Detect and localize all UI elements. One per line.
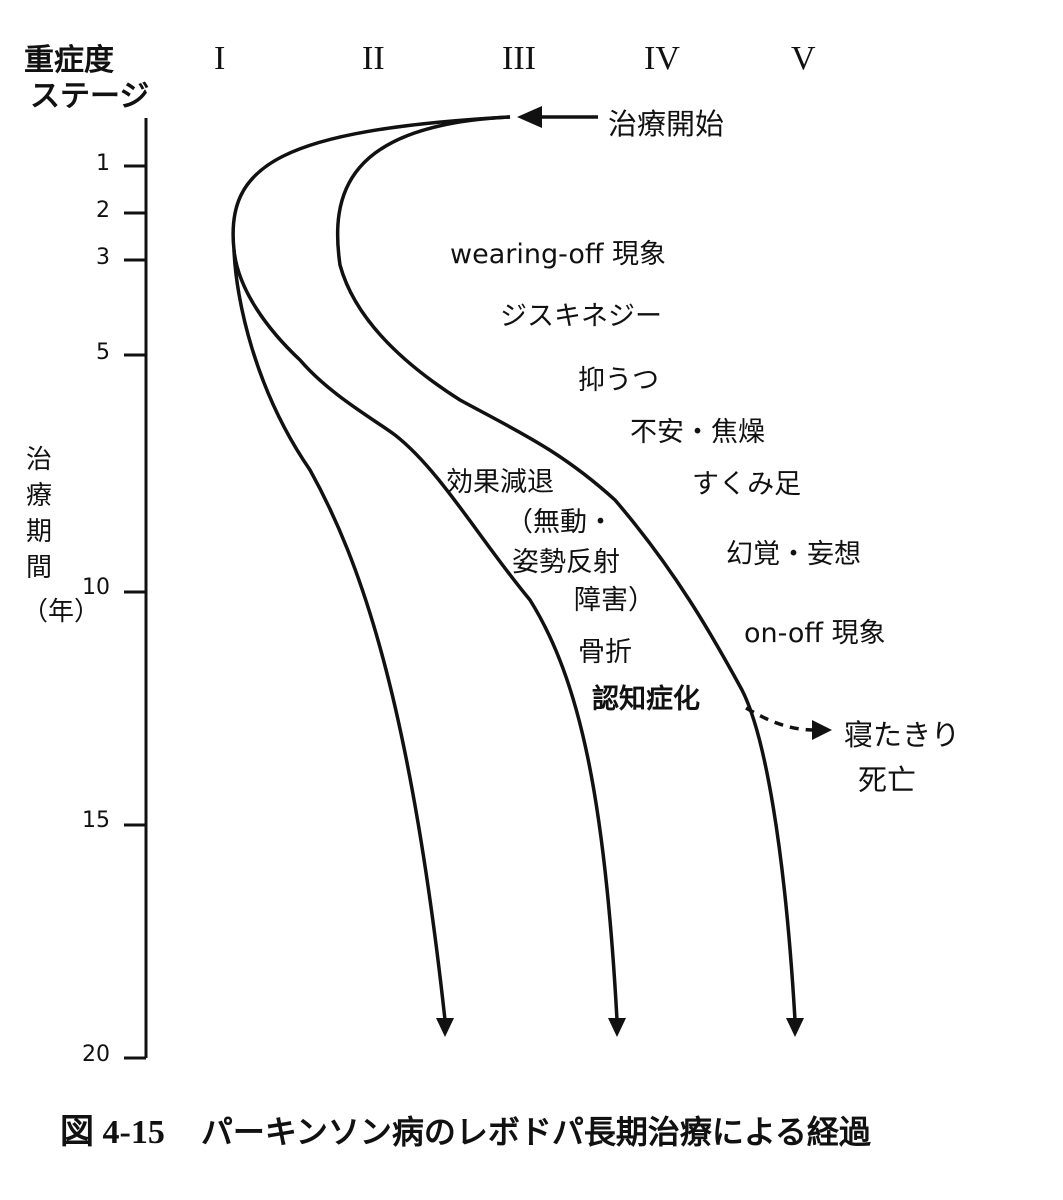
figure-title: パーキンソン病のレボドパ長期治療による経過 xyxy=(200,1113,871,1151)
effect-decline-line-3: 姿勢反射 xyxy=(512,547,620,578)
effect-decline-line-2: （無動・ xyxy=(506,507,614,538)
symptom-hallucination: 幻覚・妄想 xyxy=(726,539,861,570)
axis-label-char: 期 xyxy=(25,517,52,547)
outcome-death: 死亡 xyxy=(858,763,917,797)
symptom-dementia: 認知症化 xyxy=(592,684,700,715)
severity-label: 重症度 xyxy=(24,43,114,78)
symptom-on-off: on-off 現象 xyxy=(744,618,886,649)
right-dashed-arrow-icon xyxy=(812,720,832,740)
axis-label-char: 療 xyxy=(25,481,52,511)
treatment-start-label: 治療開始 xyxy=(608,107,725,141)
course-curve-left xyxy=(231,115,511,1021)
tick-label-10: 10 xyxy=(82,575,110,600)
symptom-fracture: 骨折 xyxy=(578,637,632,668)
down-arrow-icon xyxy=(786,1018,804,1037)
stage-1-header: I xyxy=(214,40,226,77)
tick-label-1: 1 xyxy=(96,151,110,176)
axis-label-char: 間 xyxy=(25,553,52,583)
stage-3-header: III xyxy=(502,40,536,77)
symptom-dyskinesia: ジスキネジー xyxy=(500,301,662,332)
stage-5-header: V xyxy=(791,40,816,77)
outcome-bedridden: 寝たきり xyxy=(844,718,961,752)
symptom-depression: 抑うつ xyxy=(578,365,659,396)
left-arrow-icon xyxy=(517,106,542,128)
outcome-dashed-line xyxy=(745,706,816,732)
figure-caption: 図 4-15 パーキンソン病のレボドパ長期治療による経過 xyxy=(60,1104,871,1153)
down-arrow-icon xyxy=(608,1018,626,1037)
axis-ticks xyxy=(124,164,146,1060)
stage-label: ステージ xyxy=(30,79,150,114)
course-curve-middle xyxy=(232,249,619,1021)
stage-4-header: IV xyxy=(644,40,680,77)
effect-decline-line-4: 障害） xyxy=(574,585,655,616)
tick-label-2: 2 xyxy=(96,198,110,223)
tick-label-5: 5 xyxy=(96,340,110,365)
tick-label-3: 3 xyxy=(96,245,110,270)
tick-label-20: 20 xyxy=(82,1042,110,1067)
tick-label-15: 15 xyxy=(82,808,110,833)
symptom-anxiety: 不安・焦燥 xyxy=(630,417,765,448)
axis-label-char: 治 xyxy=(25,445,52,475)
effect-decline-line-1: 効果減退 xyxy=(446,467,554,498)
down-arrow-icon xyxy=(436,1018,454,1037)
stage-2-header: II xyxy=(362,40,385,77)
symptom-wearing-off: wearing-off 現象 xyxy=(450,239,667,270)
course-curve-right xyxy=(335,115,797,1021)
figure-number: 図 4-15 xyxy=(60,1114,165,1151)
symptom-freezing: すくみ足 xyxy=(692,469,802,500)
